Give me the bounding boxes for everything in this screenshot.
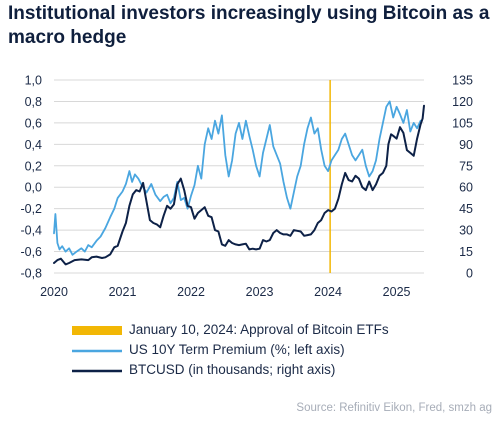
x-tick-label: 2025: [383, 285, 411, 299]
y-right-tick-label: 75: [459, 159, 473, 173]
y-right-tick-label: 90: [459, 138, 473, 152]
y-right-tick-label: 135: [452, 74, 473, 88]
y-right-tick-label: 60: [459, 181, 473, 195]
gridlines: [54, 79, 424, 274]
x-tick-label: 2021: [109, 285, 137, 299]
legend-swatch-term-premium: [72, 349, 122, 353]
term-premium-line: [53, 100, 422, 256]
tick-labels: -0,8 -0,6 -0,4 -0,2 0,0 0,2 0,4 0,6 0,8 1,0 0 15 30 4…: [20, 74, 473, 300]
chart-title: Institutional investors increasingly usi…: [8, 3, 490, 48]
y-right-tick-label: 15: [459, 245, 473, 259]
y-right-tick-label: 45: [459, 202, 473, 216]
btcusd-line: [53, 104, 425, 266]
legend-label-term-premium: US 10Y Term Premium (%; left axis): [129, 342, 345, 357]
x-tick-label: 2024: [314, 285, 342, 299]
x-tick-label: 2022: [177, 285, 205, 299]
y-left-tick-label: 0,6: [25, 116, 42, 130]
y-left-tick-label: -0,4: [20, 224, 42, 238]
y-left-tick-label: -0,8: [20, 267, 42, 281]
legend-swatch-etf: [72, 326, 122, 335]
legend-label-btc: BTCUSD (in thousands; right axis): [129, 362, 336, 377]
y-left-tick-label: -0,2: [20, 202, 42, 216]
y-right-tick-label: 120: [452, 95, 473, 109]
y-right-tick-label: 30: [459, 224, 473, 238]
series-lines: [53, 100, 425, 266]
legend-label-etf: January 10, 2024: Approval of Bitcoin ET…: [129, 322, 389, 337]
x-tick-label: 2023: [246, 285, 274, 299]
legend-swatch-btc: [72, 369, 122, 373]
y-left-tick-label: 0,2: [25, 159, 42, 173]
y-left-tick-label: 1,0: [25, 74, 42, 88]
y-right-tick-label: 105: [452, 116, 473, 130]
y-left-tick-label: -0,6: [20, 245, 42, 259]
y-left-tick-label: 0,8: [25, 95, 42, 109]
y-right-tick-label: 0: [466, 267, 473, 281]
y-left-tick-label: 0,4: [25, 138, 42, 152]
y-left-tick-label: 0,0: [25, 181, 42, 195]
x-tick-label: 2020: [40, 285, 68, 299]
source-note: Source: Refinitiv Eikon, Fred, smzh ag: [296, 402, 492, 414]
